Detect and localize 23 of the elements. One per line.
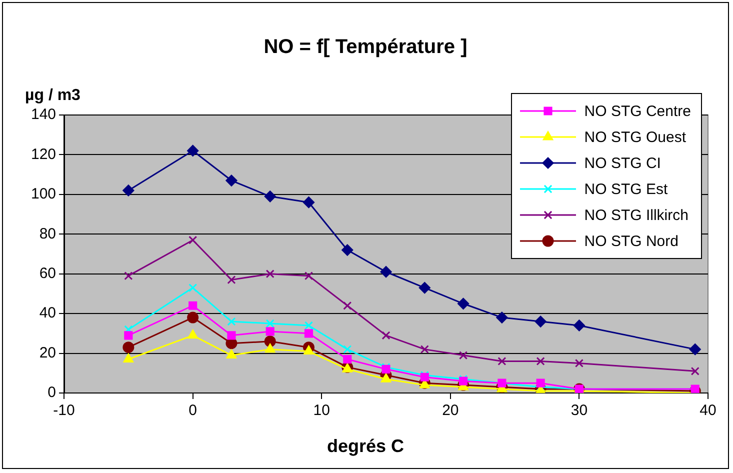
- y-tick-label: 40: [39, 304, 56, 322]
- y-tick-label: 20: [39, 344, 56, 362]
- x-tick-label: 40: [700, 402, 716, 420]
- legend-label: NO STG Illkirch: [584, 206, 688, 224]
- x-tick-label: 10: [313, 402, 330, 420]
- legend-label: NO STG Est: [584, 180, 668, 198]
- y-tick-label: 100: [30, 186, 56, 203]
- y-tick-label: 60: [39, 265, 56, 282]
- legend-label: NO STG Nord: [584, 232, 678, 250]
- y-tick-label: 140: [30, 106, 56, 124]
- x-tick-label: 30: [570, 402, 588, 420]
- legend-label: NO STG Ouest: [584, 128, 686, 146]
- chart-title: NO = f[ Température ]: [262, 36, 468, 59]
- y-axis-title: µg / m3: [25, 87, 80, 105]
- legend-label: NO STG Centre: [584, 102, 691, 120]
- y-tick-label: 0: [48, 384, 56, 402]
- x-axis-title: degrés C: [326, 436, 406, 457]
- x-tick-label: 20: [442, 402, 459, 420]
- x-tick-label: -10: [53, 402, 75, 420]
- x-tick-label: 0: [188, 402, 197, 420]
- legend-label: NO STG CI: [584, 154, 661, 172]
- y-tick-label: 80: [39, 225, 56, 242]
- y-tick-label: 120: [30, 146, 56, 163]
